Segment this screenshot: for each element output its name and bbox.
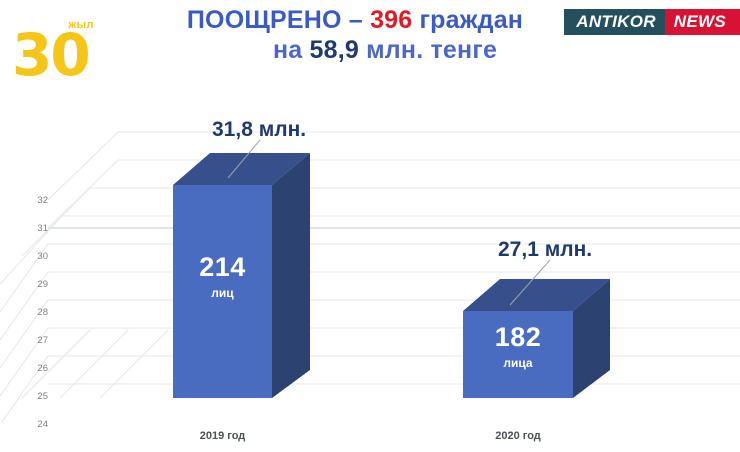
- page-title: ПООЩРЕНО – 396 граждан на 58,9 млн. тенг…: [140, 6, 570, 65]
- ytick-25: 25: [37, 391, 48, 402]
- bar-2019[interactable]: [173, 153, 310, 398]
- title-line-1: ПООЩРЕНО – 396 граждан: [140, 6, 570, 36]
- ytick-27: 27: [37, 335, 48, 346]
- leader-line-2019: [227, 139, 261, 179]
- title-line-1-post: граждан: [412, 6, 524, 34]
- ytick-29: 29: [37, 279, 48, 290]
- ytick-26: 26: [37, 363, 48, 374]
- leader-line-2020: [509, 259, 551, 306]
- bar-2020-front-face: [463, 311, 573, 398]
- ytick-24: 24: [37, 419, 48, 430]
- brand-news: NEWS: [664, 9, 740, 35]
- xtick-2019: 2019 год: [199, 430, 246, 442]
- ytick-31: 31: [37, 223, 48, 234]
- ytick-30: 30: [37, 251, 48, 262]
- logo-word: жыл: [68, 19, 94, 31]
- brand-antikor: ANTIKOR: [564, 9, 665, 35]
- ytick-28: 28: [37, 307, 48, 318]
- title-line-1-pre: ПООЩРЕНО –: [186, 6, 371, 34]
- bar-2020-value-label: 27,1 млн.: [498, 238, 593, 261]
- title-line-2-post: млн. тенге: [358, 35, 498, 64]
- bar-2020[interactable]: [463, 279, 610, 398]
- bar-2020-count: 182: [494, 322, 542, 352]
- chart-svg: [0, 131, 740, 423]
- bar-2020-top-face: [463, 279, 610, 311]
- bar-2019-value-label: 31,8 млн.: [212, 118, 307, 141]
- anniversary-30-years-logo: 30 жыл: [10, 18, 102, 94]
- title-line-1-count: 396: [370, 6, 413, 34]
- title-line-2: на 58,9 млн. тенге: [140, 36, 570, 66]
- bar-2020-side-face: [573, 279, 610, 398]
- callout-leader-lines: [227, 139, 551, 306]
- antikor-news-logo: ANTIKOR NEWS: [564, 9, 740, 35]
- bar-2019-count: 214: [199, 252, 246, 282]
- bar-2019-unit: лиц: [211, 286, 234, 300]
- bar-chart: 32 31 30 29 28 27 26 25 24 31,8 млн. 27,…: [0, 100, 740, 452]
- xtick-2020: 2020 год: [495, 430, 541, 442]
- title-line-2-pre: на: [272, 35, 310, 64]
- chart-gridlines: [0, 131, 740, 423]
- bar-2019-front-face: [173, 185, 272, 398]
- title-line-2-amount: 58,9: [309, 35, 359, 64]
- bar-2019-top-face: [173, 153, 310, 185]
- bar-2019-side-face: [272, 153, 310, 398]
- ytick-32: 32: [37, 195, 48, 206]
- bar-2020-unit: лица: [503, 356, 533, 370]
- logo-number: 30: [12, 21, 91, 89]
